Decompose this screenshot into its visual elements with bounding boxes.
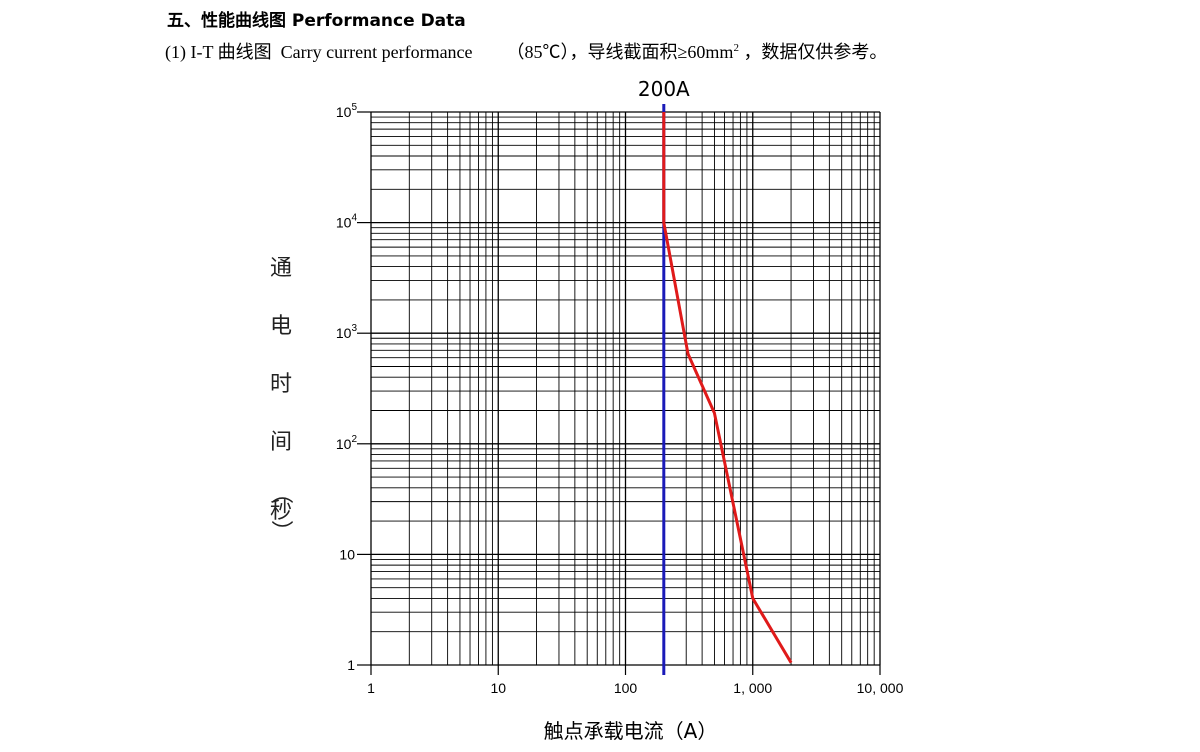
x-tick-label: 10 xyxy=(490,680,506,696)
y-axis-label-char: （ xyxy=(268,482,293,504)
x-tick-label: 10, 000 xyxy=(857,680,904,696)
tick-layer: 1 10 102 103 104 105 1 10 100 1, 000 10, 000 xyxy=(336,102,904,696)
y-tick-label: 102 xyxy=(336,434,358,452)
x-tick-label: 1, 000 xyxy=(733,680,772,696)
y-axis-label-char: 电 xyxy=(270,314,292,339)
x-axis-label: 触点承载电流（A） xyxy=(544,719,718,743)
y-axis-label-char: 间 xyxy=(270,430,292,455)
y-tick-label: 105 xyxy=(336,102,358,120)
subtitle-superscript: 2 xyxy=(733,42,739,54)
y-axis-label-char: 秒 xyxy=(270,499,292,524)
y-axis-label-char: 时 xyxy=(270,372,292,397)
x-tick-label: 100 xyxy=(614,680,638,696)
grid-layer xyxy=(370,111,881,666)
y-tick-label: 103 xyxy=(336,323,358,341)
marker-label: 200A xyxy=(638,77,690,101)
y-tick-label: 10 xyxy=(339,546,355,562)
chart-subtitle: (1) I-T 曲线图 Carry current performance （85… xyxy=(165,38,887,64)
subtitle-condition: （85℃），导线截面积≥60mm xyxy=(506,42,734,62)
y-tick-label: 104 xyxy=(336,213,358,231)
series-line xyxy=(662,112,793,664)
y-tick-label: 1 xyxy=(347,657,355,673)
section-heading: 五、性能曲线图 Performance Data xyxy=(167,11,466,31)
subtitle-label: (1) I-T 曲线图 Carry current performance xyxy=(165,42,473,62)
y-axis-label-char: 通 xyxy=(270,256,292,281)
subtitle-note: ，数据仅供参考。 xyxy=(738,42,888,62)
x-tick-label: 1 xyxy=(367,680,375,696)
series-layer xyxy=(662,104,793,675)
y-axis-label-char: ） xyxy=(268,520,293,542)
